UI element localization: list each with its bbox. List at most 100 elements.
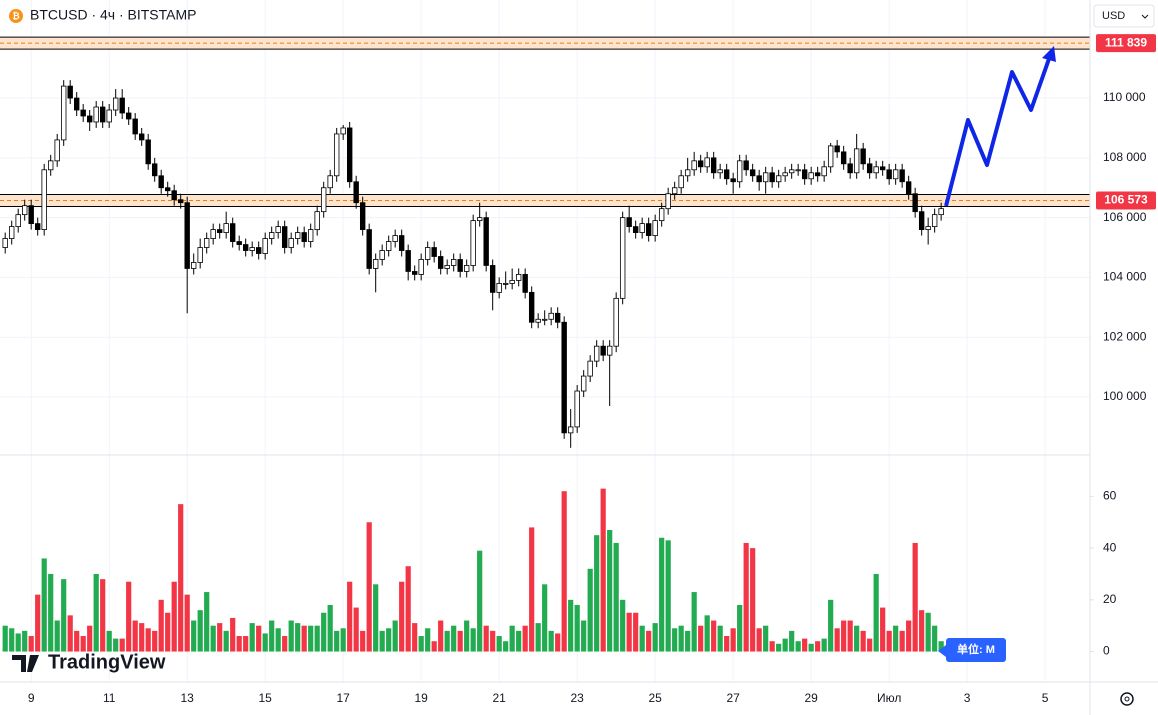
volume-bar [223,630,229,652]
candle-body [353,181,359,204]
candle-body [619,217,626,299]
volume-bar [912,542,918,652]
volume-bar [230,617,236,652]
volume-bar [841,620,847,652]
candle-body [28,205,34,225]
candle-body [385,241,392,251]
volume-bar [854,625,860,652]
candle-body [392,235,398,242]
volume-bar [763,625,769,652]
volume-bar [724,636,730,652]
volume-bar [54,620,60,652]
volume-bar [386,628,392,652]
volume-bar [665,540,671,652]
candle-body [340,127,346,135]
volume-bar [243,636,249,652]
candle-body [489,265,496,293]
candle-body [684,169,691,177]
candle-body [827,145,834,168]
volume-bar [535,623,541,652]
candle-body [333,133,340,177]
volume-bar [750,548,756,652]
grid [0,0,1090,682]
candle-body [665,193,671,210]
volume-bar [295,623,301,652]
x-tick-label: 27 [726,691,740,705]
unit-label: 单位: M [957,642,995,656]
volume-bar [919,610,925,652]
candle-body [535,318,541,323]
candle-body [522,274,528,293]
volume-bar [529,527,535,652]
volume-bar [113,638,119,652]
candle-body [879,166,886,171]
volume-bar [730,628,736,652]
volume-bar [756,628,762,652]
volume-bar [620,599,626,652]
candle-body [229,223,236,242]
candle-body [626,217,632,228]
candle-body [379,250,385,260]
x-tick-label: 17 [337,691,351,705]
candle-body [788,169,795,174]
volume-bar [555,633,561,652]
x-tick-label: 15 [259,691,273,705]
candle-body [372,259,379,269]
volume-bar [327,605,333,652]
candle-body [405,250,411,272]
volume-bar [607,530,613,652]
candle-body [730,178,736,183]
volume-bar [106,630,112,652]
settings-icon[interactable] [1120,692,1134,706]
candle-body [346,127,353,183]
volume-bar [678,625,684,652]
x-tick-label: Июл [877,691,901,705]
volume-bar [613,542,619,652]
volume-bar [815,641,821,652]
candle-body [762,172,769,183]
candle-body [502,283,509,285]
candle-body [314,211,320,230]
volume-bar [360,630,366,652]
volume-bar [9,628,15,652]
candle-body [8,226,15,239]
volume-bar [288,620,294,652]
volume-bar [503,641,509,652]
volume-pane [2,488,944,652]
volume-bar [61,579,67,652]
candle-body [515,274,522,281]
candle-body [925,226,931,230]
volume-bar [828,599,834,652]
candle-body [158,175,164,189]
volume-bar [392,620,398,652]
candle-body [743,160,749,171]
levels [0,36,1090,208]
volume-bar [789,630,795,652]
x-tick-label: 3 [964,691,971,705]
y-tick-label: 108 000 [1103,150,1147,164]
volume-bar [15,633,21,652]
candle-body [457,259,463,272]
candle-body [54,139,60,162]
candle-body [106,109,112,123]
volume-bar [249,623,255,652]
volume-bar [659,537,665,652]
candle-body [476,217,483,222]
volume-bar [834,628,840,652]
volume-bar [379,630,385,652]
candle-body [93,106,99,123]
currency-label[interactable]: USD [1102,10,1125,22]
volume-bar [314,625,320,652]
candle-body [307,229,314,242]
candle-body [600,345,606,356]
volume-bar [860,630,866,652]
candle-body [80,109,86,117]
candle-body [912,193,918,213]
volume-bar [776,643,782,652]
candle-body [580,375,587,392]
candle-body [697,160,704,168]
candle-body [866,163,873,174]
volume-bar [496,636,502,652]
currency-select[interactable] [1093,4,1155,28]
candle-body [840,151,847,165]
